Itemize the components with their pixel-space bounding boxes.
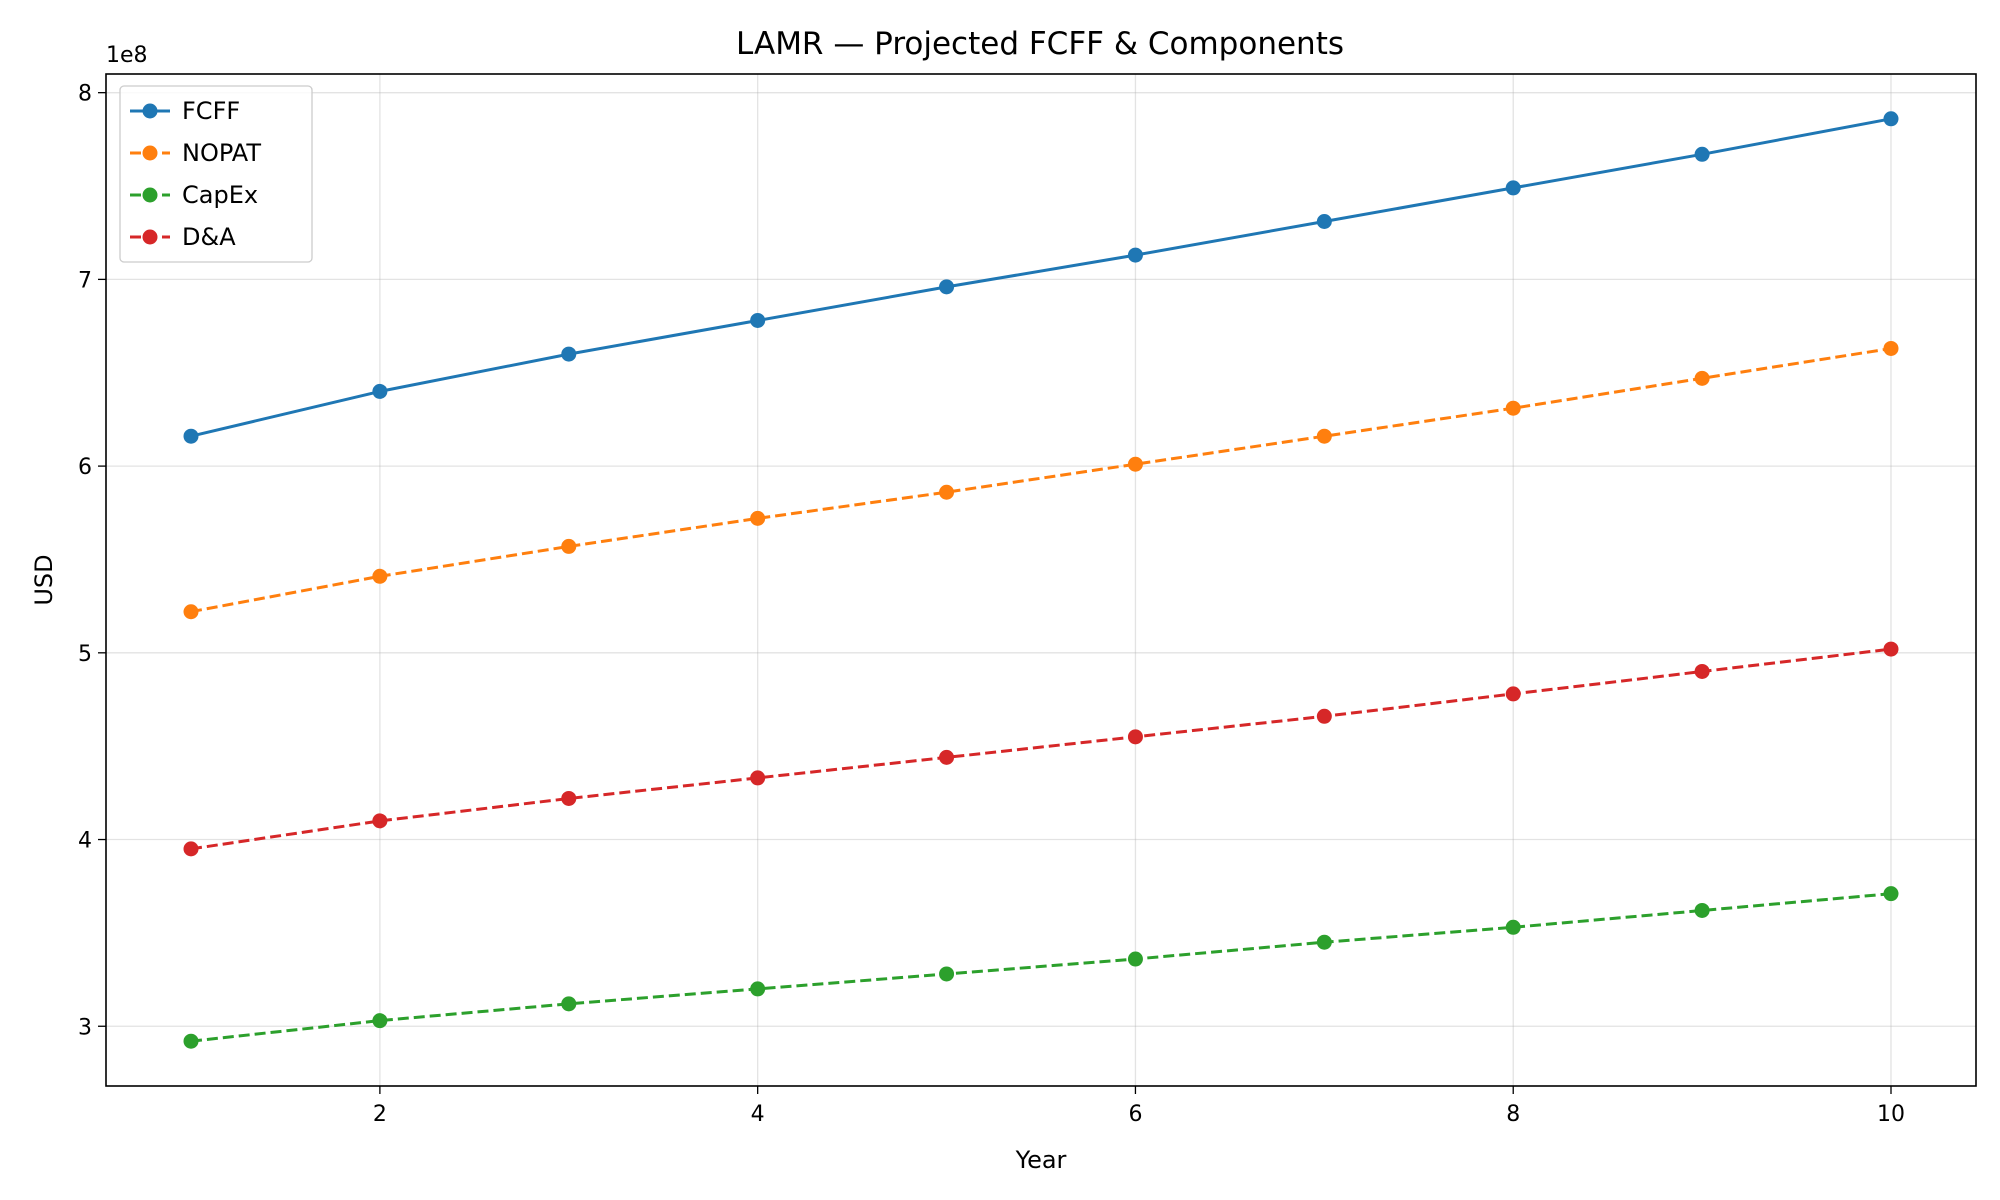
data-point-fcff — [372, 383, 388, 399]
plot-series — [183, 111, 1899, 1049]
legend-swatch-marker — [142, 187, 158, 203]
data-point-fcff — [939, 279, 955, 295]
y-axis-label: USD — [30, 554, 58, 605]
data-point-capex — [1505, 919, 1521, 935]
axis-ticks: 2 4 6 8 10 3 4 5 6 7 8 — [78, 82, 1905, 1127]
series-fcff — [183, 111, 1899, 444]
series-line-capex — [190, 892, 1892, 1043]
chart-title: LAMR — Projected FCFF & Components — [736, 26, 1344, 62]
data-point-fcff — [183, 428, 199, 444]
data-point-d-a — [372, 813, 388, 829]
data-point-nopat — [750, 510, 766, 526]
data-point-fcff — [1694, 146, 1710, 162]
data-point-d-a — [1127, 729, 1143, 745]
data-point-nopat — [1127, 456, 1143, 472]
data-point-d-a — [1694, 663, 1710, 679]
data-point-d-a — [939, 749, 955, 765]
y-tick-label: 3 — [78, 1015, 92, 1040]
series-capex — [183, 886, 1899, 1049]
data-point-fcff — [1316, 214, 1332, 230]
data-point-d-a — [1316, 708, 1332, 724]
data-point-capex — [183, 1033, 199, 1049]
data-point-fcff — [1127, 247, 1143, 263]
legend-label: CapEx — [182, 181, 258, 209]
data-point-d-a — [750, 770, 766, 786]
legend-label: NOPAT — [182, 139, 261, 167]
legend-swatch-marker — [142, 229, 158, 245]
series-line-fcff — [190, 117, 1892, 438]
data-point-capex — [1883, 886, 1899, 902]
legend-entry-nopat: NOPAT — [130, 139, 261, 167]
data-point-nopat — [939, 484, 955, 500]
legend-label: D&A — [182, 223, 236, 251]
legend-entry-d-a: D&A — [130, 223, 236, 251]
x-tick-label: 4 — [751, 1102, 765, 1127]
y-tick-label: 5 — [78, 642, 92, 667]
plot-frame — [105, 73, 1977, 1087]
data-point-capex — [1127, 951, 1143, 967]
y-tick-label: 4 — [78, 829, 92, 854]
y-tick-label: 8 — [78, 82, 92, 107]
data-point-fcff — [1505, 180, 1521, 196]
data-point-capex — [561, 996, 577, 1012]
data-point-d-a — [561, 790, 577, 806]
data-point-d-a — [183, 841, 199, 857]
data-point-nopat — [183, 604, 199, 620]
data-point-nopat — [1505, 400, 1521, 416]
data-point-capex — [939, 966, 955, 982]
data-point-capex — [750, 981, 766, 997]
data-point-capex — [1316, 934, 1332, 950]
x-axis-label: Year — [1015, 1146, 1067, 1174]
data-point-nopat — [561, 538, 577, 554]
data-point-nopat — [1694, 370, 1710, 386]
data-point-fcff — [1883, 111, 1899, 127]
data-point-nopat — [372, 568, 388, 584]
series-d-a — [183, 641, 1899, 857]
legend: FCFF NOPAT CapEx D&A — [119, 85, 313, 263]
series-line-nopat — [190, 347, 1892, 614]
data-point-fcff — [561, 346, 577, 362]
series-line-d-a — [190, 647, 1892, 851]
data-point-d-a — [1883, 641, 1899, 657]
legend-label: FCFF — [182, 97, 240, 125]
data-point-nopat — [1883, 340, 1899, 356]
y-offset-text: 1e8 — [106, 43, 148, 68]
legend-swatch-marker — [142, 145, 158, 161]
grid — [106, 74, 1976, 1086]
legend-swatch-marker — [142, 103, 158, 119]
data-point-capex — [1694, 902, 1710, 918]
data-point-nopat — [1316, 428, 1332, 444]
y-tick-label: 7 — [78, 268, 92, 293]
x-tick-label: 10 — [1877, 1102, 1905, 1127]
x-tick-label: 8 — [1506, 1102, 1520, 1127]
data-point-d-a — [1505, 686, 1521, 702]
legend-entry-fcff: FCFF — [130, 97, 240, 125]
x-tick-label: 6 — [1128, 1102, 1142, 1127]
y-tick-label: 6 — [78, 455, 92, 480]
data-point-fcff — [750, 312, 766, 328]
legend-entry-capex: CapEx — [130, 181, 258, 209]
x-tick-label: 2 — [373, 1102, 387, 1127]
data-point-capex — [372, 1013, 388, 1029]
series-nopat — [183, 340, 1899, 620]
legend-frame — [119, 85, 313, 263]
